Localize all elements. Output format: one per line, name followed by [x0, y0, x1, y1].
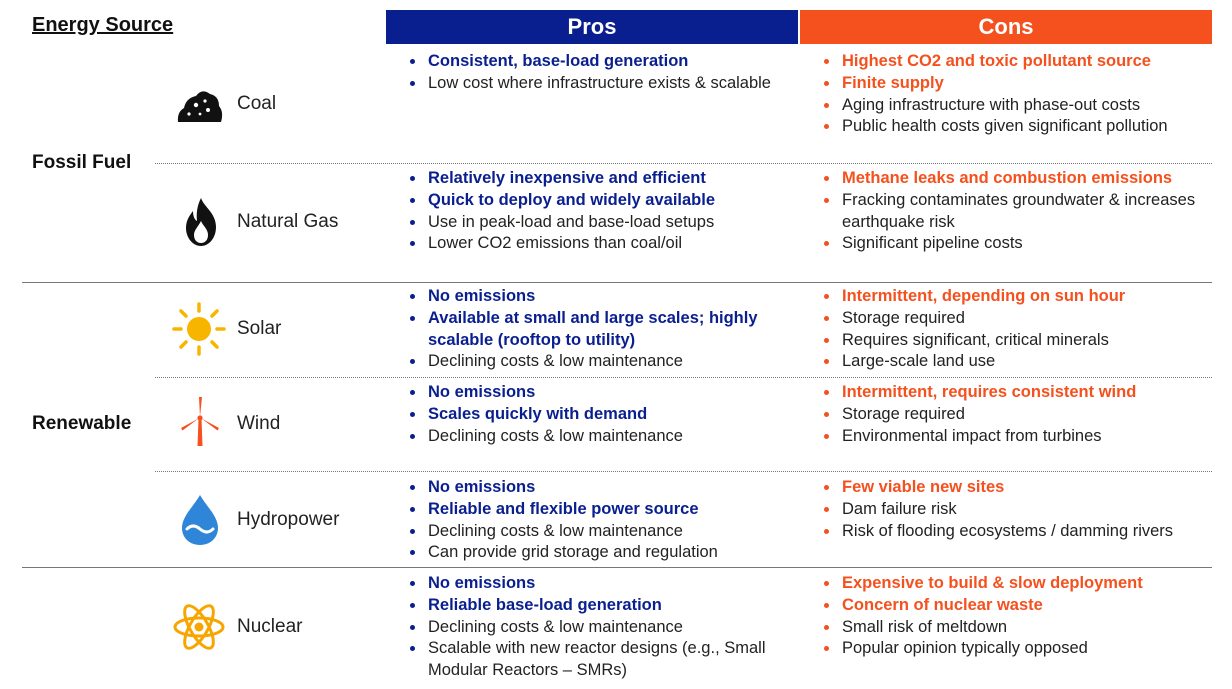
list-item: Intermittent, requires consistent wind	[820, 382, 1200, 404]
list-item: Lower CO2 emissions than coal/oil	[406, 233, 786, 255]
flame-icon	[174, 195, 228, 249]
list-item: Highest CO2 and toxic pollutant source	[820, 51, 1200, 73]
page-title: Energy Source	[32, 14, 174, 36]
list-item: Environmental impact from turbines	[820, 426, 1200, 448]
list-item: Relatively inexpensive and efficient	[406, 168, 786, 190]
list-item: Few viable new sites	[820, 477, 1200, 499]
list-item: Dam failure risk	[820, 499, 1200, 521]
source-name-coal: Coal	[237, 93, 277, 114]
list-item: No emissions	[406, 286, 786, 308]
gas-cons-list: Methane leaks and combustion emissions F…	[820, 168, 1200, 255]
list-item: Risk of flooding ecosystems / damming ri…	[820, 521, 1200, 543]
list-item: Can provide grid storage and regulation	[406, 542, 786, 564]
row-divider	[155, 163, 1212, 164]
hydro-cons-list: Few viable new sites Dam failure risk Ri…	[820, 477, 1200, 542]
nuclear-pros-list: No emissions Reliable base-load generati…	[406, 573, 786, 682]
list-item: Storage required	[820, 404, 1200, 426]
list-item: Popular opinion typically opposed	[820, 638, 1200, 660]
list-item: Reliable and flexible power source	[406, 499, 786, 521]
nuclear-cons-list: Expensive to build & slow deployment Con…	[820, 573, 1200, 660]
list-item: Scalable with new reactor designs (e.g.,…	[406, 638, 786, 682]
solar-cons-list: Intermittent, depending on sun hour Stor…	[820, 286, 1200, 373]
hydro-pros-list: No emissions Reliable and flexible power…	[406, 477, 786, 564]
wind-pros-list: No emissions Scales quickly with demand …	[406, 382, 786, 447]
source-name-nuclear: Nuclear	[237, 616, 303, 637]
source-name-natural-gas: Natural Gas	[237, 211, 339, 232]
water-drop-icon	[173, 492, 227, 546]
list-item: No emissions	[406, 477, 786, 499]
list-item: Expensive to build & slow deployment	[820, 573, 1200, 595]
source-name-hydropower: Hydropower	[237, 509, 340, 530]
coal-cons-list: Highest CO2 and toxic pollutant source F…	[820, 51, 1200, 138]
list-item: Declining costs & low maintenance	[406, 617, 786, 639]
list-item: Quick to deploy and widely available	[406, 190, 786, 212]
list-item: Reliable base-load generation	[406, 595, 786, 617]
list-item: Large-scale land use	[820, 351, 1200, 373]
row-divider	[155, 471, 1212, 472]
list-item: Finite supply	[820, 73, 1200, 95]
list-item: Declining costs & low maintenance	[406, 351, 786, 373]
source-name-solar: Solar	[237, 318, 282, 339]
list-item: Significant pipeline costs	[820, 233, 1200, 255]
pros-header: Pros	[386, 10, 798, 44]
group-label-fossil-fuel: Fossil Fuel	[32, 152, 132, 173]
coal-pros-list: Consistent, base-load generation Low cos…	[406, 51, 786, 95]
wind-turbine-icon	[173, 395, 227, 449]
list-item: Low cost where infrastructure exists & s…	[406, 73, 786, 95]
list-item: Declining costs & low maintenance	[406, 521, 786, 543]
list-item: Scales quickly with demand	[406, 404, 786, 426]
cons-header: Cons	[800, 10, 1212, 44]
wind-cons-list: Intermittent, requires consistent wind S…	[820, 382, 1200, 447]
group-divider	[22, 282, 1212, 283]
list-item: No emissions	[406, 573, 786, 595]
source-name-wind: Wind	[237, 413, 281, 434]
coal-icon	[172, 78, 226, 132]
list-item: Available at small and large scales; hig…	[406, 308, 786, 352]
group-label-renewable: Renewable	[32, 413, 132, 434]
list-item: No emissions	[406, 382, 786, 404]
list-item: Intermittent, depending on sun hour	[820, 286, 1200, 308]
group-divider	[22, 567, 1212, 568]
list-item: Consistent, base-load generation	[406, 51, 786, 73]
list-item: Declining costs & low maintenance	[406, 426, 786, 448]
atom-icon	[172, 600, 226, 654]
gas-pros-list: Relatively inexpensive and efficient Qui…	[406, 168, 786, 255]
list-item: Aging infrastructure with phase-out cost…	[820, 95, 1200, 117]
row-divider	[155, 377, 1212, 378]
solar-pros-list: No emissions Available at small and larg…	[406, 286, 786, 373]
list-item: Public health costs given significant po…	[820, 116, 1200, 138]
list-item: Storage required	[820, 308, 1200, 330]
list-item: Concern of nuclear waste	[820, 595, 1200, 617]
list-item: Use in peak-load and base-load setups	[406, 212, 786, 234]
list-item: Methane leaks and combustion emissions	[820, 168, 1200, 190]
sun-icon	[172, 302, 226, 356]
list-item: Requires significant, critical minerals	[820, 330, 1200, 352]
list-item: Small risk of meltdown	[820, 617, 1200, 639]
list-item: Fracking contaminates groundwater & incr…	[820, 190, 1200, 234]
